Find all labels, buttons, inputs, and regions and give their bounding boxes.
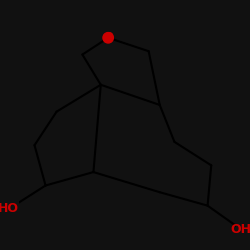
Ellipse shape xyxy=(103,32,113,43)
Text: HO: HO xyxy=(0,202,19,215)
Text: O: O xyxy=(103,31,113,44)
Text: OH: OH xyxy=(230,223,250,236)
